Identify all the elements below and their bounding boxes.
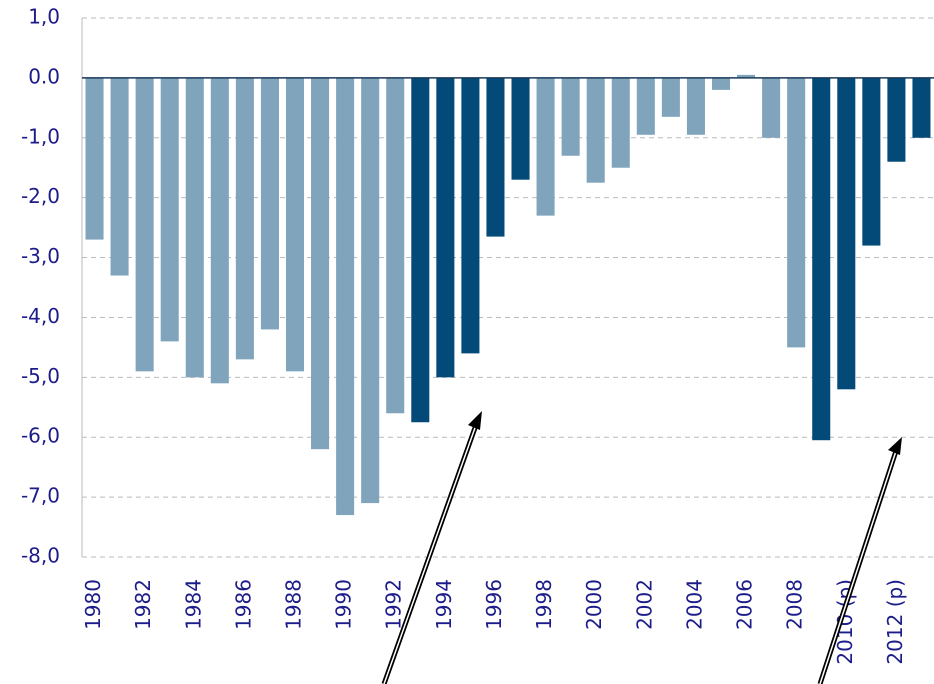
bar <box>686 77 705 135</box>
y-tick-label: 0.0 <box>28 64 60 88</box>
y-tick-label: -3,0 <box>21 244 60 268</box>
bar <box>787 77 806 348</box>
x-tick-label: 2010 (p) <box>833 579 857 665</box>
x-tick-label: 2012 (p) <box>883 579 907 665</box>
x-tick-label: 1982 <box>131 579 155 630</box>
bar <box>386 77 405 414</box>
bar <box>661 77 680 117</box>
x-tick-label: 1980 <box>81 579 105 630</box>
x-tick-label: 1984 <box>181 579 205 630</box>
x-tick-label: 1990 <box>332 579 356 630</box>
x-tick-label: 1996 <box>482 579 506 630</box>
arrows <box>381 411 902 684</box>
bar <box>737 74 756 78</box>
bar <box>85 77 104 240</box>
x-tick-label: 2004 <box>682 579 706 630</box>
y-tick-label: -7,0 <box>21 484 60 508</box>
bar <box>837 77 856 390</box>
y-tick-label: -2,0 <box>21 184 60 208</box>
bar <box>711 77 731 90</box>
bar <box>536 77 555 216</box>
x-tick-label: 1994 <box>432 579 456 630</box>
bar <box>461 77 480 354</box>
bar <box>887 77 906 162</box>
bar <box>611 77 630 168</box>
x-tick-label: 2008 <box>783 579 807 630</box>
bar <box>260 77 279 330</box>
y-tick-label: -8,0 <box>21 544 60 568</box>
y-tick-label: 1,0 <box>28 5 60 29</box>
bar <box>135 77 154 372</box>
bar <box>411 77 430 423</box>
bar <box>311 77 330 450</box>
bar <box>511 77 530 180</box>
x-tick-label: 1988 <box>282 579 306 630</box>
bar <box>636 77 655 135</box>
bar <box>235 77 254 360</box>
x-tick-label: 2000 <box>582 579 606 630</box>
bar <box>912 77 931 138</box>
y-tick-label: -4,0 <box>21 304 60 328</box>
y-tick-label: -5,0 <box>21 364 60 388</box>
y-tick-label: -1,0 <box>21 124 60 148</box>
x-tick-label: 2006 <box>733 579 757 630</box>
bar <box>185 77 204 378</box>
x-tick-label: 1998 <box>532 579 556 630</box>
bar <box>486 77 505 237</box>
bar <box>561 77 580 156</box>
x-tick-label: 2002 <box>632 579 656 630</box>
x-tick-label: 1992 <box>382 579 406 630</box>
bar <box>586 77 605 183</box>
bar <box>210 77 229 384</box>
bar <box>160 77 179 342</box>
bar <box>436 77 455 378</box>
bar <box>812 77 831 441</box>
bar <box>110 77 129 276</box>
bar <box>336 77 355 516</box>
x-tick-label: 1986 <box>231 579 255 630</box>
bar <box>361 77 380 504</box>
bar <box>762 77 781 138</box>
y-tick-label: -6,0 <box>21 424 60 448</box>
bar <box>862 77 881 246</box>
bar <box>285 77 305 372</box>
